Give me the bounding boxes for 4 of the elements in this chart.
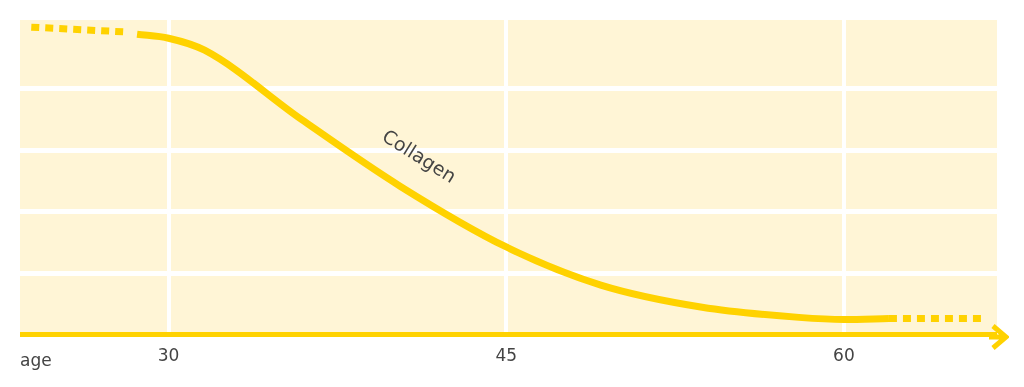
x-tick-label: 60	[833, 345, 855, 366]
x-tick-label: 45	[495, 345, 518, 366]
x-axis-title: age	[20, 350, 52, 371]
x-tick-label: 30	[157, 345, 180, 366]
